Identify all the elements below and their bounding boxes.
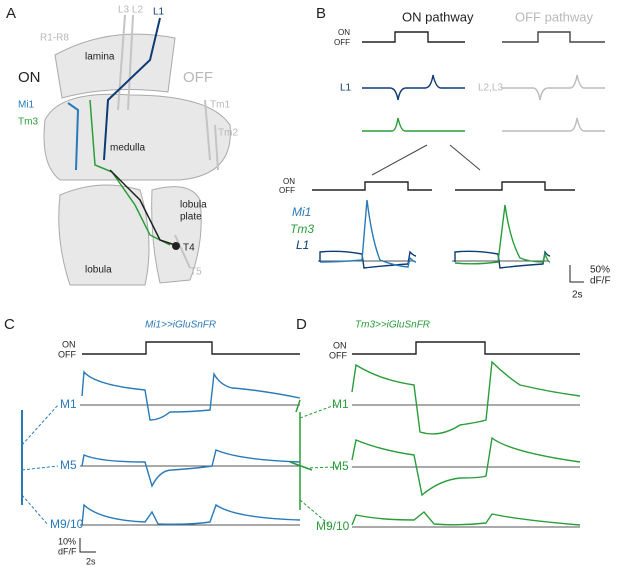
traces [21,341,301,553]
label: ON [62,339,76,349]
layer-label: M9/10 [50,517,84,531]
label: OFF [329,350,347,360]
traces [289,341,581,528]
scale-label: 2s [86,556,96,566]
label: OFF [279,186,295,195]
label: OFF [334,38,350,47]
legend-entry: Mi1 [292,205,311,219]
label: Tm3 [18,117,38,128]
title: ON pathway [402,9,474,24]
label: plate [180,212,202,223]
layer-label: M5 [60,458,77,472]
label: OFF [183,69,213,86]
title: Tm3>>iGluSnFR [355,320,430,331]
panel-label: B [316,5,326,22]
layer-label: M1 [332,397,349,411]
label: ON [338,28,350,37]
scale-label: 10% [58,536,76,546]
panel-label: C [4,316,15,333]
label: L3 L2 [118,5,143,16]
layer-label: M5 [332,459,349,473]
label: T5 [190,267,202,278]
label: L1 [153,7,165,18]
anatomy [43,14,231,286]
scale-label: dF/F [590,276,611,287]
label: ON [283,177,295,186]
label: ON [18,69,41,86]
label: Tm1 [210,100,230,111]
label: medulla [110,143,145,154]
label: L1 [340,83,352,94]
schematics [312,31,605,283]
scale-label: 2s [572,290,583,301]
label: ON [333,340,347,350]
panel-label: D [296,316,307,333]
scale-label: dF/F [58,546,77,556]
legend-entry: Tm3 [290,222,314,236]
title: OFF pathway [515,9,594,24]
label: T4 [183,243,195,254]
label: Tm2 [218,128,238,139]
panel-label: A [6,5,16,22]
label: lobula [180,200,207,211]
label: lamina [85,52,115,63]
legend-entry: L1 [296,238,309,252]
layer-label: M9/10 [316,519,350,533]
layer-label: M1 [60,397,77,411]
scale-label: 50% [590,265,610,276]
label: OFF [58,349,76,359]
label: Mi1 [18,100,35,111]
label: R1-R8 [40,33,69,44]
label: lobula [85,265,112,276]
title: Mi1>>iGluSnFR [145,320,216,331]
label: L2,L3 [478,83,503,94]
